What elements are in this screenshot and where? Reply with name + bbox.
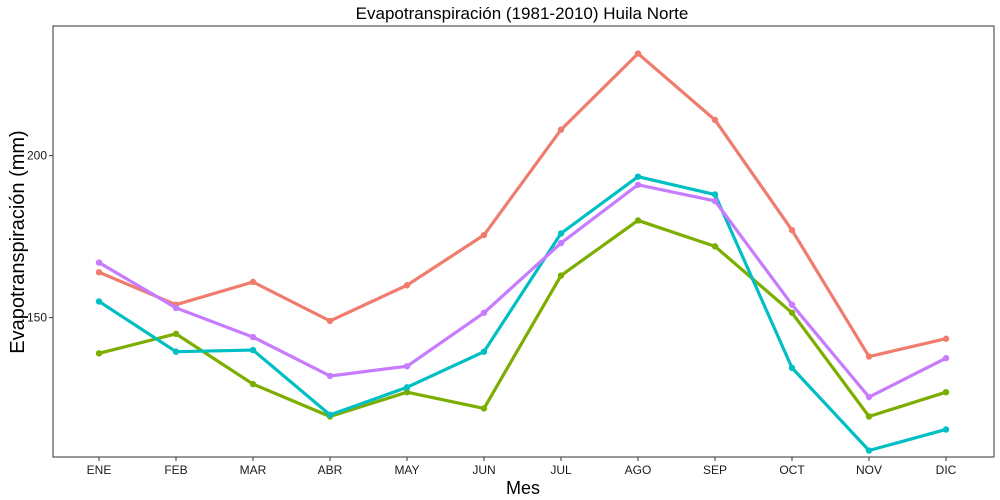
data-point — [249, 278, 257, 286]
x-tick-label: OCT — [779, 463, 805, 477]
data-point — [95, 298, 103, 305]
data-point — [942, 335, 950, 342]
x-tick-label: FEB — [164, 463, 187, 477]
data-point — [865, 447, 873, 454]
data-point — [788, 309, 796, 316]
x-axis: ENE FEB MAR ABR MAY JUN JUL AGO SEP OCT NOV DIC — [87, 457, 957, 477]
data-point — [403, 388, 411, 396]
series-3 — [95, 173, 950, 454]
x-axis-title: Mes — [506, 478, 540, 498]
data-point — [942, 426, 950, 433]
series-line — [97, 183, 948, 399]
data-point — [480, 309, 488, 316]
series-layer — [95, 50, 950, 454]
y-tick-label: 200 — [27, 149, 47, 163]
data-point — [403, 384, 411, 391]
y-tick-label: 150 — [27, 311, 47, 325]
data-point — [557, 126, 565, 133]
data-point — [480, 231, 488, 239]
series-4 — [95, 181, 950, 401]
data-point — [634, 173, 642, 180]
data-point — [480, 405, 488, 412]
x-tick-label: MAY — [394, 463, 419, 477]
series-line — [97, 51, 948, 359]
data-point — [249, 333, 257, 341]
data-point — [634, 50, 642, 57]
data-point — [326, 372, 334, 380]
x-tick-label: JUN — [472, 463, 495, 477]
data-point — [326, 411, 334, 419]
data-point — [788, 364, 796, 372]
x-tick-label: ENE — [87, 463, 112, 477]
data-point — [634, 181, 642, 188]
data-point — [95, 350, 103, 357]
data-point — [557, 239, 565, 247]
series-line — [97, 175, 948, 453]
series-1 — [95, 50, 950, 360]
data-point — [172, 348, 180, 355]
data-point — [942, 388, 950, 396]
x-tick-label: JUL — [550, 463, 572, 477]
series-2 — [95, 217, 950, 420]
data-point — [865, 393, 873, 401]
data-point — [95, 269, 103, 276]
x-tick-label: AGO — [625, 463, 652, 477]
data-point — [788, 301, 796, 308]
data-point — [711, 116, 719, 124]
data-point — [172, 304, 180, 312]
data-point — [711, 243, 719, 250]
data-point — [865, 353, 873, 360]
data-point — [95, 259, 103, 266]
data-point — [711, 191, 719, 198]
x-tick-label: MAR — [240, 463, 267, 477]
data-point — [788, 226, 796, 234]
data-point — [249, 346, 257, 354]
data-point — [403, 363, 411, 370]
y-axis-title: Evapotranspiración (mm) — [7, 130, 29, 353]
data-point — [326, 317, 334, 325]
data-point — [557, 230, 565, 237]
data-point — [403, 282, 411, 289]
plot-panel — [52, 25, 995, 458]
chart-title: Evapotranspiración (1981-2010) Huila Nor… — [356, 4, 689, 23]
data-point — [249, 380, 257, 388]
data-point — [480, 348, 488, 355]
x-tick-label: DIC — [936, 463, 957, 477]
data-point — [865, 413, 873, 420]
x-tick-label: ABR — [318, 463, 343, 477]
data-point — [711, 197, 719, 205]
data-point — [942, 354, 950, 362]
x-tick-label: NOV — [856, 463, 882, 477]
data-point — [172, 330, 180, 338]
data-point — [557, 272, 565, 279]
y-axis: 150 200 — [27, 149, 53, 325]
series-line — [97, 218, 948, 419]
x-tick-label: SEP — [703, 463, 727, 477]
data-point — [634, 217, 642, 224]
